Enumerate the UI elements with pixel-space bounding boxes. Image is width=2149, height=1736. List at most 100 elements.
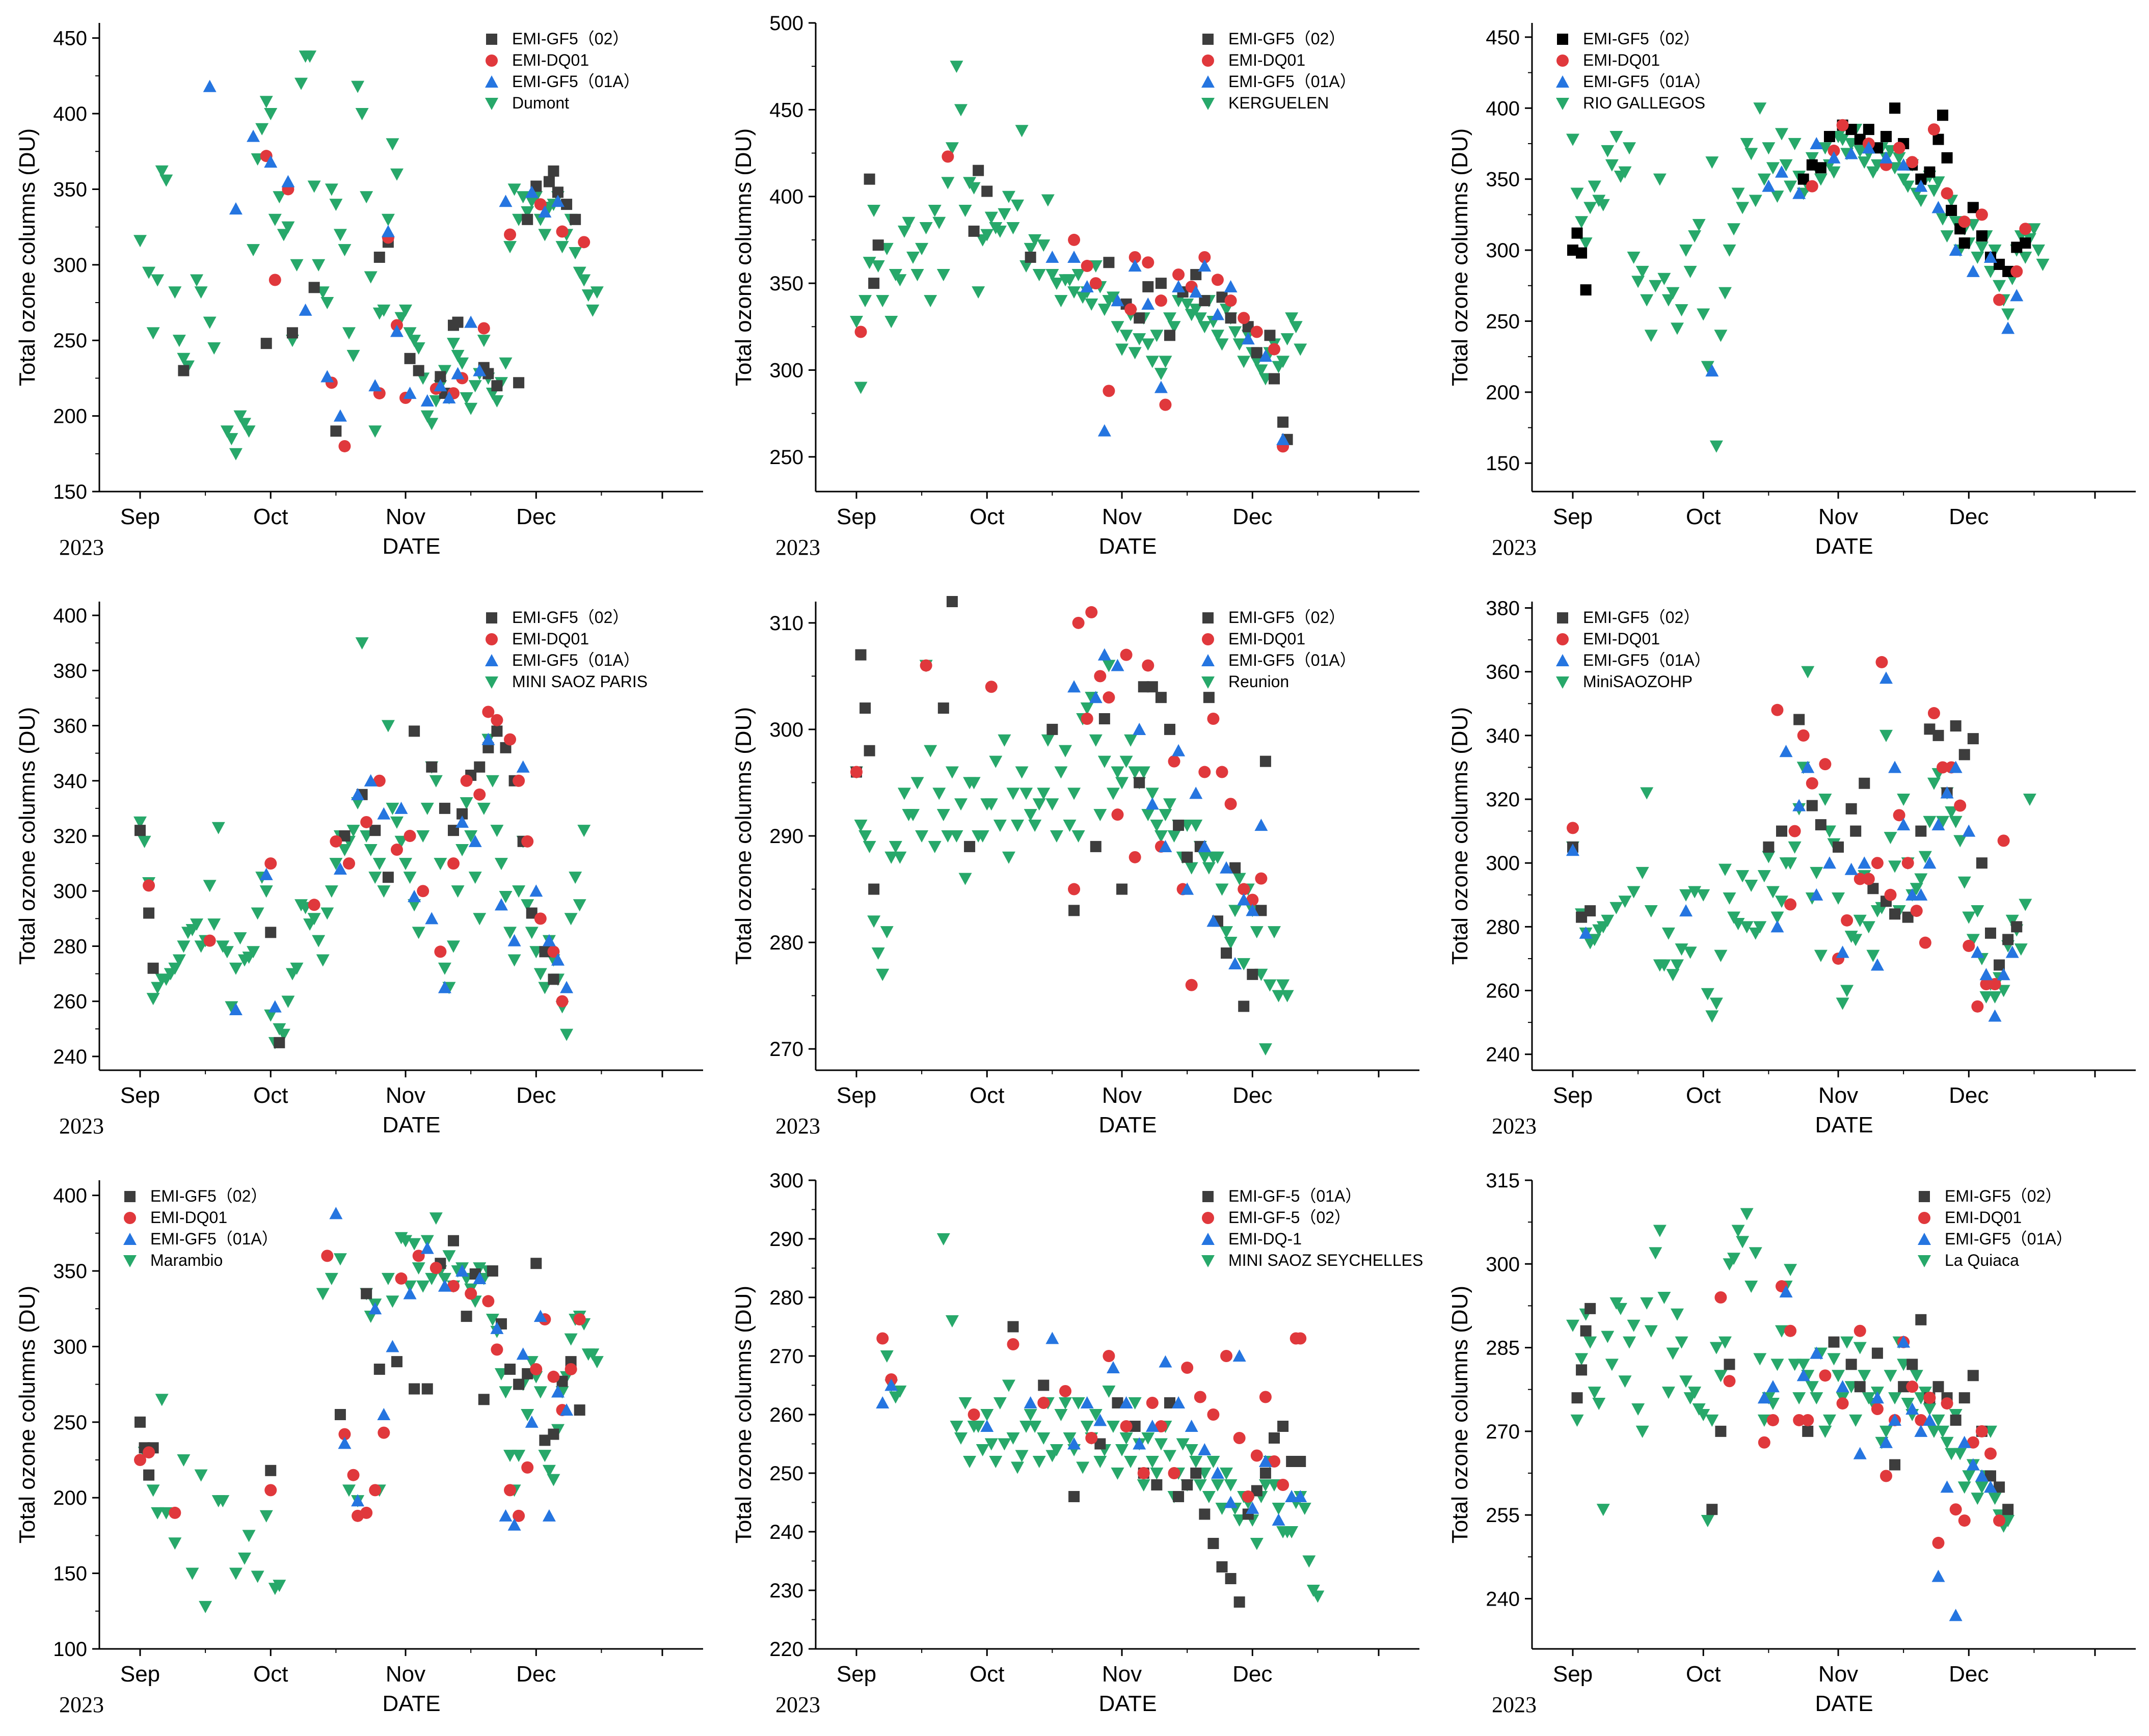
data-point (1097, 648, 1111, 661)
data-point (342, 327, 356, 340)
data-point (2019, 223, 2032, 235)
data-point (1806, 800, 1818, 811)
data-point (1744, 1281, 1758, 1293)
data-point (889, 840, 902, 853)
data-point (360, 1506, 373, 1519)
year-label: 2023 (775, 535, 820, 560)
data-point (1979, 968, 1993, 981)
data-point (577, 274, 591, 287)
data-point (1994, 1481, 2005, 1493)
data-point (854, 326, 867, 338)
data-point (1220, 1467, 1233, 1480)
y-tick-label: 400 (53, 1185, 87, 1207)
data-point (906, 251, 920, 264)
data-point (1054, 295, 1068, 308)
data-point (416, 830, 430, 843)
data-point (1093, 1455, 1107, 1468)
legend-label: La Quiaca (1945, 1251, 2019, 1269)
data-point (455, 357, 469, 370)
series-2 (260, 150, 590, 452)
data-point (438, 962, 451, 975)
data-point (386, 802, 399, 815)
series-2 (1714, 1280, 2006, 1549)
data-point (381, 213, 395, 226)
data-point (1106, 1361, 1120, 1374)
data-point (1881, 131, 1892, 143)
data-point (408, 1238, 421, 1251)
data-point (491, 1343, 503, 1356)
data-point (1888, 860, 1902, 873)
data-point (1037, 788, 1051, 800)
data-point (1015, 125, 1029, 138)
data-point (1806, 180, 1818, 193)
data-point (850, 766, 863, 778)
data-point (386, 1295, 399, 1308)
legend-label: RIO GALLEGOS (1583, 94, 1705, 112)
data-point (1714, 330, 1728, 342)
data-point (973, 165, 984, 176)
data-point (251, 907, 264, 920)
series-1 (1007, 1321, 1306, 1608)
data-point (1936, 213, 1950, 226)
data-point (1675, 304, 1688, 317)
data-point (1570, 187, 1584, 200)
data-point (1971, 251, 1984, 264)
data-point (1133, 1437, 1146, 1450)
legend-marker (486, 55, 498, 67)
data-point (864, 745, 875, 756)
data-point (312, 259, 326, 272)
data-point (1854, 1381, 1866, 1393)
data-point (1258, 1043, 1272, 1056)
data-point (1142, 659, 1154, 672)
data-point (1727, 223, 1741, 236)
data-point (1150, 820, 1164, 832)
data-point (993, 820, 1007, 832)
legend-label: EMI-DQ01 (1945, 1208, 2022, 1227)
data-point (1067, 788, 1081, 800)
data-point (1822, 1414, 1836, 1427)
data-point (1879, 1425, 1893, 1438)
data-point (1888, 1413, 1902, 1426)
data-point (1753, 1353, 1767, 1366)
data-point (172, 335, 186, 347)
data-point (1635, 866, 1649, 879)
data-point (1311, 1590, 1325, 1603)
data-point (333, 862, 347, 875)
year-label: 2023 (59, 1114, 104, 1138)
data-point (455, 815, 469, 828)
y-tick-label: 450 (53, 28, 87, 50)
data-point (286, 327, 298, 339)
data-point (260, 338, 272, 349)
data-point (1779, 1285, 1793, 1298)
data-point (355, 108, 369, 121)
data-point (1185, 862, 1198, 875)
data-point (538, 982, 552, 994)
data-point (1801, 666, 1815, 679)
data-point (867, 204, 881, 217)
data-point (950, 830, 963, 843)
data-point (1159, 356, 1172, 368)
chart-panel-4: 240 260 280 300 320 340 360 380 400 Sep Oct Nov Dec T… (15, 602, 703, 1138)
data-point (1097, 424, 1111, 437)
data-point (1272, 1513, 1285, 1526)
x-tick-label: Dec (1232, 504, 1272, 529)
x-tick-label: Sep (1553, 1083, 1593, 1108)
data-point (2019, 899, 2032, 911)
data-point (220, 425, 234, 438)
data-point (1251, 347, 1262, 359)
data-point (512, 1450, 526, 1462)
data-point (1889, 102, 1901, 114)
data-point (1679, 1375, 1693, 1388)
data-point (1164, 330, 1175, 341)
data-point (1975, 1481, 1989, 1494)
data-point (1740, 1208, 1754, 1220)
data-point (1940, 1436, 1954, 1449)
y-axis-title: Total ozone columns (DU) (15, 1286, 40, 1543)
y-tick-label: 350 (53, 1260, 87, 1283)
data-point (377, 807, 391, 820)
data-point (1025, 252, 1036, 263)
data-point (1971, 905, 1984, 918)
data-point (333, 1253, 347, 1266)
data-point (513, 1509, 525, 1522)
data-point (1295, 1456, 1306, 1467)
